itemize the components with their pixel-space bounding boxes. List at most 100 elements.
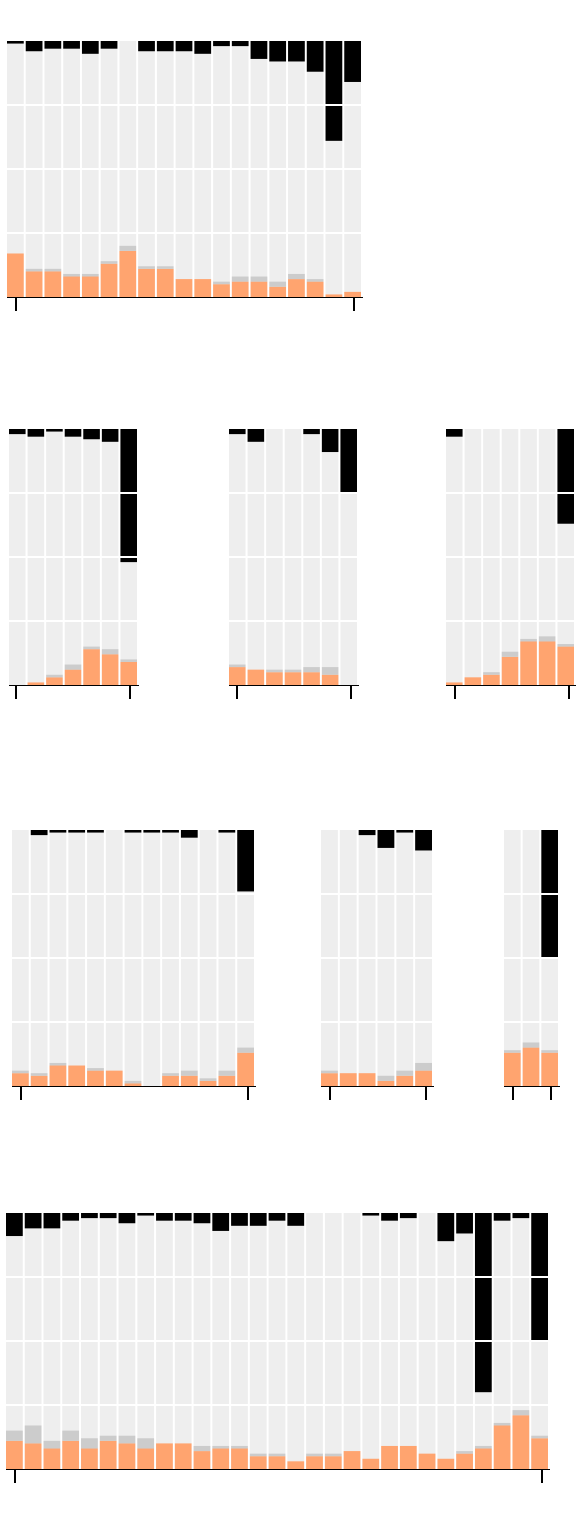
bar-segment-middle	[30, 1073, 48, 1076]
bar-segment-middle	[81, 273, 99, 277]
bar-segment-bottom	[415, 1070, 432, 1086]
bar-segment-bottom	[62, 1440, 80, 1469]
bar-segment-top	[120, 429, 137, 563]
bar-segment-bottom	[44, 271, 62, 297]
bar-segment-bottom	[541, 1052, 558, 1086]
bar-segment-middle	[44, 268, 62, 272]
bar-segment-bottom	[418, 1453, 436, 1469]
bar-segment-middle	[249, 1453, 267, 1457]
bar-segment-middle	[137, 1438, 155, 1449]
bar-segment-middle	[101, 649, 119, 655]
bar-segment-bottom	[288, 279, 305, 297]
bar-segment-bottom	[162, 1075, 179, 1086]
bar-segment-bottom	[362, 1458, 380, 1469]
bar-segment-bottom	[124, 1083, 142, 1086]
bar-segment-middle	[212, 1445, 230, 1449]
bar-segment-middle	[120, 659, 137, 662]
bar-segment-top	[381, 1213, 398, 1221]
bar-segment-bottom	[269, 286, 287, 297]
bar-segment-top	[474, 1213, 492, 1393]
bar-segment-bottom	[105, 1070, 123, 1086]
bar-segment-middle	[231, 276, 249, 282]
bar-segment-middle	[237, 1047, 254, 1053]
bar-segment-top	[512, 1213, 530, 1219]
bar-segment-bottom	[138, 268, 155, 297]
bar-segment-bottom	[100, 263, 118, 297]
bar-segment-bottom	[399, 1445, 417, 1469]
bar-segment-top	[218, 830, 236, 833]
bar-segment-top	[100, 41, 118, 49]
bar-segment-top	[237, 830, 254, 892]
bar-segment-bottom	[321, 1073, 338, 1086]
bar-segment-bottom	[247, 669, 265, 685]
bar-segment-top	[362, 1213, 380, 1216]
bar-segment-top	[162, 830, 179, 833]
bar-segment-bottom	[6, 1440, 23, 1469]
bar-segment-middle	[43, 1440, 61, 1449]
bar-segment-bottom	[81, 276, 99, 297]
bar-segment-bottom	[199, 1080, 217, 1086]
bar-segment-middle	[100, 261, 118, 264]
bar-segment-bottom	[522, 1047, 540, 1086]
bar-segment-bottom	[156, 268, 174, 297]
bar-segment-middle	[199, 1078, 217, 1081]
bar-segment-middle	[504, 1050, 521, 1053]
bar-segment-bottom	[456, 1453, 473, 1469]
bar-segment-bottom	[324, 1456, 342, 1469]
bar-segment-top	[231, 41, 249, 47]
bar-segment-bottom	[229, 667, 246, 685]
bar-segment-bottom	[268, 1456, 286, 1469]
bar-segment-middle	[538, 636, 556, 642]
bar-segment-middle	[138, 266, 155, 269]
chart-2	[9, 429, 139, 699]
bar-segment-bottom	[344, 291, 361, 297]
bar-segment-middle	[474, 1445, 492, 1449]
bar-segment-top	[303, 429, 320, 435]
bar-segment-middle	[483, 672, 500, 675]
bar-segment-top	[193, 1213, 211, 1224]
bar-segment-middle	[377, 1075, 395, 1081]
bar-segment-bottom	[101, 654, 119, 685]
bar-segment-middle	[268, 1453, 286, 1457]
bar-segment-bottom	[193, 1451, 211, 1469]
bar-segment-top	[325, 41, 343, 141]
bar-segment-bottom	[7, 253, 24, 297]
bar-segment-top	[24, 1213, 42, 1229]
bar-segment-middle	[64, 664, 82, 670]
bar-segment-bottom	[339, 1073, 357, 1086]
bar-segment-bottom	[520, 641, 537, 685]
bar-segment-middle	[99, 1435, 117, 1441]
bar-segment-middle	[193, 1445, 211, 1452]
bar-segment-bottom	[118, 1443, 136, 1469]
bar-segment-middle	[83, 646, 100, 650]
bar-segment-bottom	[231, 281, 249, 297]
bar-segment-middle	[62, 1430, 80, 1441]
bar-segment-bottom	[99, 1440, 117, 1469]
bar-segment-top	[175, 41, 193, 52]
bar-segment-bottom	[504, 1052, 521, 1086]
bar-segment-middle	[456, 1451, 473, 1454]
bar-segment-bottom	[194, 279, 212, 297]
bar-segment-bottom	[30, 1075, 48, 1086]
bar-segment-middle	[6, 1430, 23, 1441]
bar-segment-bottom	[343, 1451, 361, 1469]
bar-segment-top	[456, 1213, 473, 1234]
chart-4	[446, 429, 576, 699]
bar-segment-bottom	[266, 672, 283, 685]
bar-segment-middle	[324, 1453, 342, 1457]
bar-segment-middle	[250, 276, 268, 282]
bar-segment-bottom	[137, 1448, 155, 1469]
bar-segment-middle	[229, 664, 246, 668]
bar-segment-top	[269, 41, 287, 62]
bar-segment-bottom	[377, 1080, 395, 1086]
bar-segment-bottom	[306, 1456, 323, 1469]
bar-segment-top	[399, 1213, 417, 1219]
bar-segment-middle	[231, 1445, 248, 1449]
bar-segment-middle	[541, 1050, 558, 1053]
bar-segment-top	[212, 1213, 230, 1231]
bar-segment-bottom	[250, 281, 268, 297]
bar-segment-middle	[81, 1438, 98, 1449]
bar-segment-top	[446, 429, 463, 437]
bar-segment-top	[247, 429, 265, 442]
